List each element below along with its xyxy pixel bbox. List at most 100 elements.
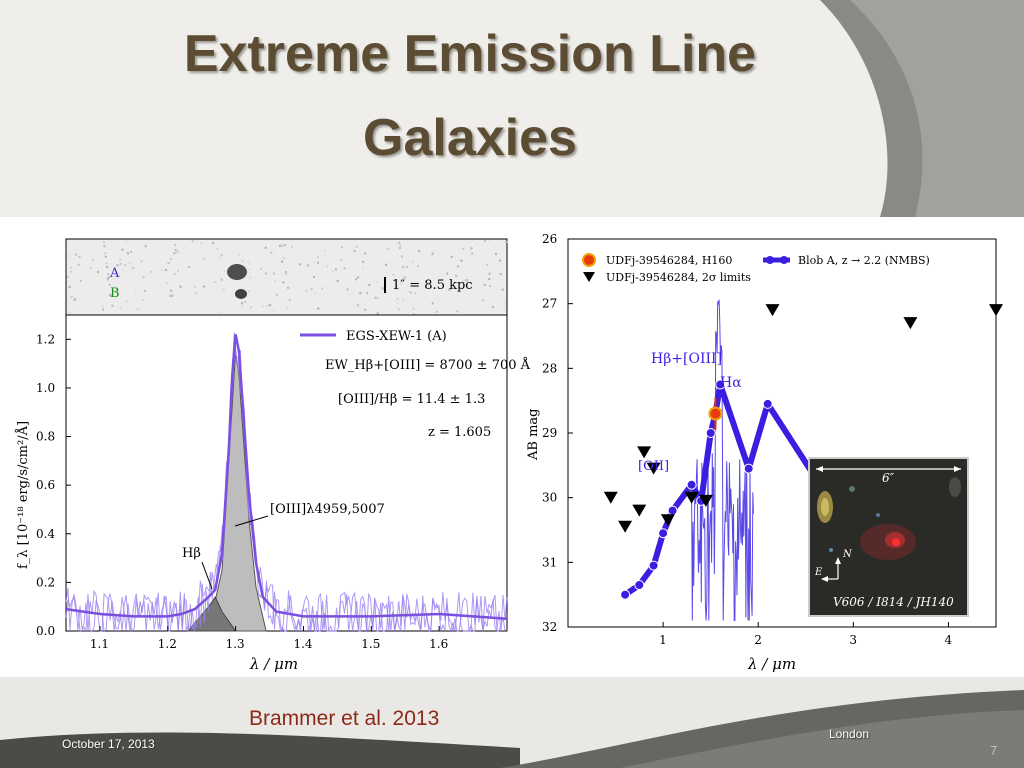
noise-pixel [177, 269, 179, 272]
noise-pixel [224, 245, 227, 248]
noise-pixel [287, 286, 290, 289]
legend-blob-dot-2 [780, 256, 788, 264]
noise-pixel [464, 279, 467, 282]
blob-a-point [634, 580, 645, 590]
right-ytick-label: 28 [542, 361, 557, 375]
noise-pixel [290, 270, 293, 273]
noise-pixel [462, 281, 465, 283]
right-ytick-label: 29 [542, 426, 557, 440]
left-ylabel: f_λ [10⁻¹⁸ erg/s/cm²/Å] [15, 421, 31, 569]
noise-pixel [353, 250, 356, 253]
noise-pixel [241, 302, 243, 305]
inset-label-b: B [110, 286, 120, 301]
left-xtick-label: 1.1 [90, 637, 109, 651]
noise-pixel [364, 252, 367, 255]
noise-pixel [173, 252, 176, 255]
legend-limits-label: UDFj-39546284, 2σ limits [606, 271, 751, 284]
galaxy-blob-a [227, 264, 247, 280]
noise-pixel [121, 248, 124, 251]
noise-pixel [203, 285, 205, 288]
noise-pixel [130, 250, 133, 253]
noise-pixel [176, 263, 179, 266]
left-xtick-label: 1.6 [429, 637, 448, 651]
noise-pixel [292, 307, 295, 309]
noise-pixel [279, 244, 281, 247]
noise-pixel [396, 297, 399, 300]
noise-pixel [336, 280, 339, 282]
noise-pixel [106, 278, 109, 281]
noise-pixel [241, 260, 244, 262]
oiii-pointer [234, 515, 269, 527]
noise-pixel [108, 283, 111, 286]
noise-pixel [216, 247, 219, 250]
noise-pixel [219, 312, 222, 315]
noise-pixel [355, 278, 357, 281]
noise-pixel [498, 259, 501, 262]
limit-triangle [989, 304, 1003, 317]
noise-pixel [248, 268, 251, 271]
noise-pixel [321, 287, 324, 290]
annotation-hbeta: Hβ [182, 546, 201, 561]
noise-pixel [476, 242, 478, 245]
noise-pixel [283, 243, 286, 246]
noise-pixel [416, 265, 419, 268]
noise-pixel [282, 281, 285, 284]
noise-pixel [119, 258, 122, 261]
inset-scale-label: 6″ [882, 471, 895, 485]
noise-pixel [212, 242, 215, 244]
noise-pixel [488, 272, 491, 275]
noise-pixel [205, 301, 208, 304]
noise-pixel [466, 279, 469, 282]
noise-pixel [103, 245, 106, 248]
noise-pixel [110, 297, 113, 300]
noise-pixel [250, 306, 253, 309]
noise-pixel [267, 304, 270, 307]
noise-pixel [79, 279, 82, 282]
noise-pixel [195, 292, 198, 295]
noise-pixel [67, 276, 70, 279]
noise-pixel [493, 246, 496, 249]
noise-pixel [121, 268, 124, 271]
inset-filters-label: V606 / I814 / JH140 [833, 595, 954, 609]
color-inset-image: 6″ N E V606 / I814 / JH140 [808, 457, 969, 617]
noise-pixel [172, 293, 175, 296]
noise-pixel [492, 306, 494, 309]
noise-pixel [124, 264, 127, 267]
noise-pixel [489, 285, 492, 288]
left-ytick-label: 0.8 [36, 430, 55, 444]
left-ytick-label: 1.0 [36, 381, 55, 395]
compass-n-label: N [842, 549, 853, 560]
footer-date: October 17, 2013 [62, 737, 155, 751]
noise-pixel [314, 292, 317, 295]
noise-pixel [260, 245, 263, 248]
limit-triangle [618, 520, 633, 533]
left-xtick-label: 1.4 [293, 637, 312, 651]
noise-pixel [144, 289, 146, 292]
annotation-oii: [OII] [638, 459, 669, 474]
right-ytick-label: 31 [542, 555, 557, 569]
noise-pixel [68, 255, 71, 258]
noise-pixel [317, 255, 319, 258]
noise-pixel [340, 246, 343, 249]
noise-pixel [385, 263, 388, 266]
noise-pixel [248, 263, 251, 266]
noise-pixel [499, 273, 502, 275]
noise-pixel [91, 259, 94, 261]
noise-pixel [78, 255, 81, 258]
noise-pixel [134, 292, 137, 295]
noise-pixel [492, 308, 495, 311]
noise-pixel [176, 251, 179, 253]
noise-pixel [283, 257, 285, 259]
figure-panel: A B 1″ = 8.5 kpc 1.1 1.2 1.3 1.4 1.5 1.6 0.0 0.… [0, 217, 1024, 677]
noise-pixel [136, 308, 139, 311]
spectrum-line [65, 334, 508, 621]
noise-pixel [471, 252, 474, 255]
left-ytick-label: 0.4 [36, 527, 55, 541]
spectrum-2d-noise [67, 240, 508, 316]
noise-pixel [264, 246, 267, 249]
noise-pixel [326, 265, 329, 268]
noise-pixel [220, 254, 223, 257]
noise-pixel [400, 283, 402, 286]
blob-a-point [715, 379, 726, 390]
